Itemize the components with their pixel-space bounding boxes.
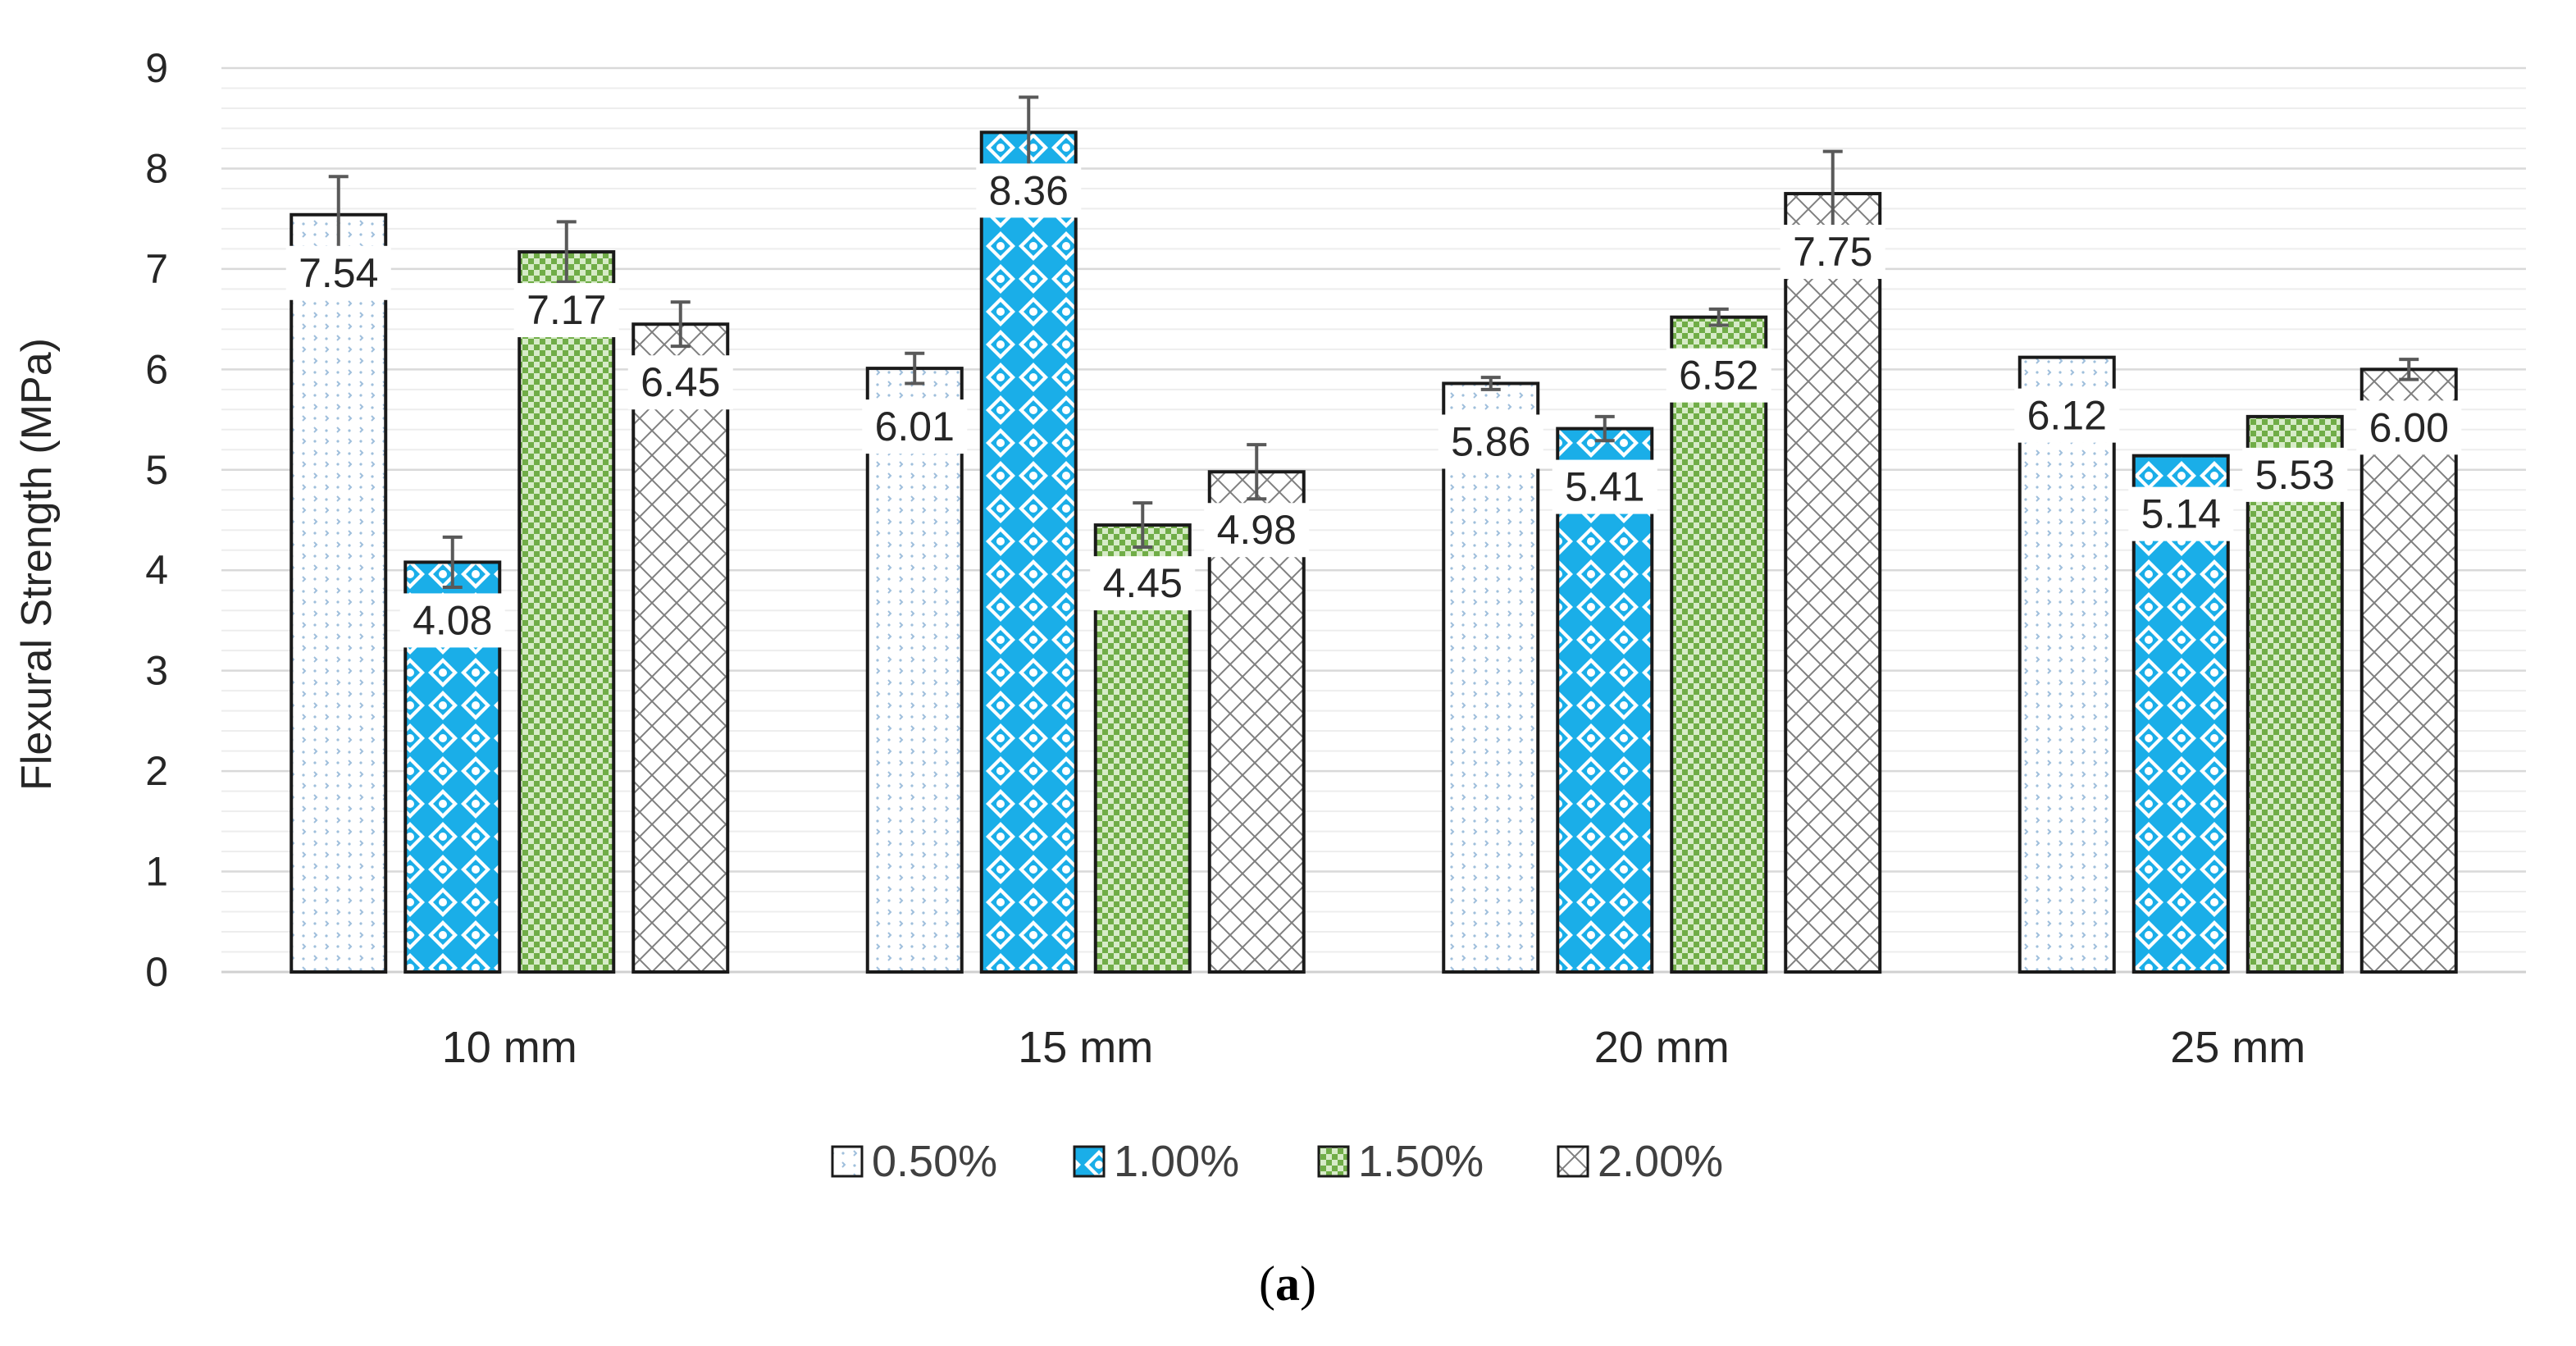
y-tick-label: 4: [145, 547, 168, 593]
error-bar: [1708, 307, 1729, 327]
x-category-label: 25 mm: [2170, 1023, 2305, 1072]
data-label: 8.36: [976, 163, 1082, 218]
error-bar: [1133, 501, 1153, 550]
error-bar: [442, 535, 463, 590]
data-label: 6.12: [2014, 388, 2120, 443]
caption-open-paren: (: [1259, 1257, 1275, 1311]
svg-text:7.54: 7.54: [299, 250, 378, 296]
bar-1-50pct-25-mm: [2245, 414, 2344, 974]
bar-0-50pct-25-mm: [2017, 355, 2116, 974]
legend-label: 1.00%: [1114, 1137, 1239, 1186]
data-label: 5.53: [2242, 447, 2348, 502]
data-label: 4.08: [399, 593, 505, 648]
bar-2-00pct-25-mm: [2359, 367, 2458, 974]
bar-0-50pct-15-mm: [865, 367, 964, 974]
x-axis-category-labels: 10 mm 15 mm 20 mm 25 mm: [442, 1023, 2306, 1072]
svg-text:5.41: 5.41: [1565, 464, 1644, 510]
svg-text:4.98: 4.98: [1217, 507, 1297, 553]
error-bar: [2399, 358, 2419, 381]
data-label: 4.45: [1090, 556, 1196, 611]
x-category-label: 20 mm: [1594, 1023, 1730, 1072]
svg-text:6.45: 6.45: [641, 359, 720, 405]
error-bar: [1480, 376, 1501, 391]
error-bar: [670, 300, 691, 349]
bar-0-50pct-10-mm: [290, 212, 388, 974]
svg-text:7.75: 7.75: [1793, 229, 1872, 275]
data-label: 5.14: [2128, 486, 2234, 541]
legend-swatch: [1073, 1145, 1106, 1178]
y-tick-label: 6: [145, 346, 168, 392]
legend: 0.50% 1.00% 1.50% 2.00%: [831, 1137, 1723, 1186]
data-label: 5.41: [1552, 459, 1657, 514]
svg-text:5.14: 5.14: [2141, 491, 2221, 537]
svg-text:6.01: 6.01: [875, 404, 955, 449]
data-label: 7.75: [1780, 225, 1885, 280]
legend-swatch: [831, 1145, 864, 1178]
svg-text:5.53: 5.53: [2255, 452, 2335, 498]
x-category-label: 10 mm: [442, 1023, 577, 1072]
data-label: 6.01: [862, 399, 968, 454]
svg-text:6.12: 6.12: [2027, 393, 2107, 439]
data-label: 7.17: [513, 283, 619, 338]
y-axis-tick-labels: 0 1 2 3 4 5 6 7 8 9: [145, 45, 168, 995]
figure-caption: (a): [1259, 1257, 1316, 1311]
error-bar: [556, 220, 577, 284]
svg-text:4.08: 4.08: [413, 597, 492, 643]
legend-swatch: [1557, 1145, 1589, 1178]
data-label: 6.00: [2356, 400, 2462, 455]
data-label: 5.86: [1438, 414, 1543, 469]
legend-label: 0.50%: [872, 1137, 997, 1186]
svg-text:6.52: 6.52: [1679, 353, 1758, 399]
bar-1-50pct-20-mm: [1670, 315, 1768, 974]
data-label: 7.54: [285, 245, 391, 300]
y-tick-label: 2: [145, 748, 168, 794]
svg-text:6.00: 6.00: [2369, 404, 2449, 450]
legend-swatch: [1317, 1145, 1350, 1178]
data-label: 6.52: [1666, 348, 1771, 403]
bar-0-50pct-20-mm: [1442, 381, 1540, 974]
bar-1-00pct-15-mm: [979, 130, 1078, 974]
bar-1-00pct-20-mm: [1556, 427, 1654, 974]
y-tick-label: 5: [145, 447, 168, 493]
y-tick-label: 0: [145, 949, 168, 995]
y-tick-label: 1: [145, 849, 168, 895]
y-axis-label: Flexural Strength (MPa): [13, 338, 61, 791]
data-label: 4.98: [1204, 503, 1310, 558]
error-bar: [905, 351, 925, 386]
caption-letter: a: [1275, 1257, 1300, 1311]
data-label: 6.45: [627, 355, 733, 410]
y-tick-label: 3: [145, 648, 168, 694]
legend-item-2-00pct: 2.00%: [1557, 1137, 1723, 1186]
error-bar: [1594, 414, 1615, 443]
svg-text:5.86: 5.86: [1451, 418, 1530, 464]
bar-2-00pct-20-mm: [1784, 192, 1882, 974]
legend-item-1-00pct: 1.00%: [1073, 1137, 1239, 1186]
svg-text:8.36: 8.36: [989, 167, 1069, 213]
caption-close-paren: ): [1300, 1257, 1316, 1311]
y-tick-label: 9: [145, 45, 168, 91]
y-tick-label: 7: [145, 246, 168, 292]
svg-text:4.45: 4.45: [1103, 560, 1183, 606]
bars: 7.54 4.08 7.17 6.45 6.01 8.36 4.45 4.98 5.86 5.41…: [285, 95, 2462, 974]
y-tick-label: 8: [145, 145, 168, 191]
bar-1-50pct-10-mm: [517, 250, 616, 974]
bar-2-00pct-10-mm: [631, 322, 730, 974]
legend-label: 2.00%: [1598, 1137, 1723, 1186]
x-category-label: 15 mm: [1018, 1023, 1153, 1072]
svg-text:7.17: 7.17: [527, 287, 606, 333]
legend-item-1-50pct: 1.50%: [1317, 1137, 1484, 1186]
legend-label: 1.50%: [1358, 1137, 1484, 1186]
error-bar: [1247, 443, 1267, 501]
bar-1-00pct-25-mm: [2131, 454, 2230, 974]
legend-item-0-50pct: 0.50%: [831, 1137, 997, 1186]
